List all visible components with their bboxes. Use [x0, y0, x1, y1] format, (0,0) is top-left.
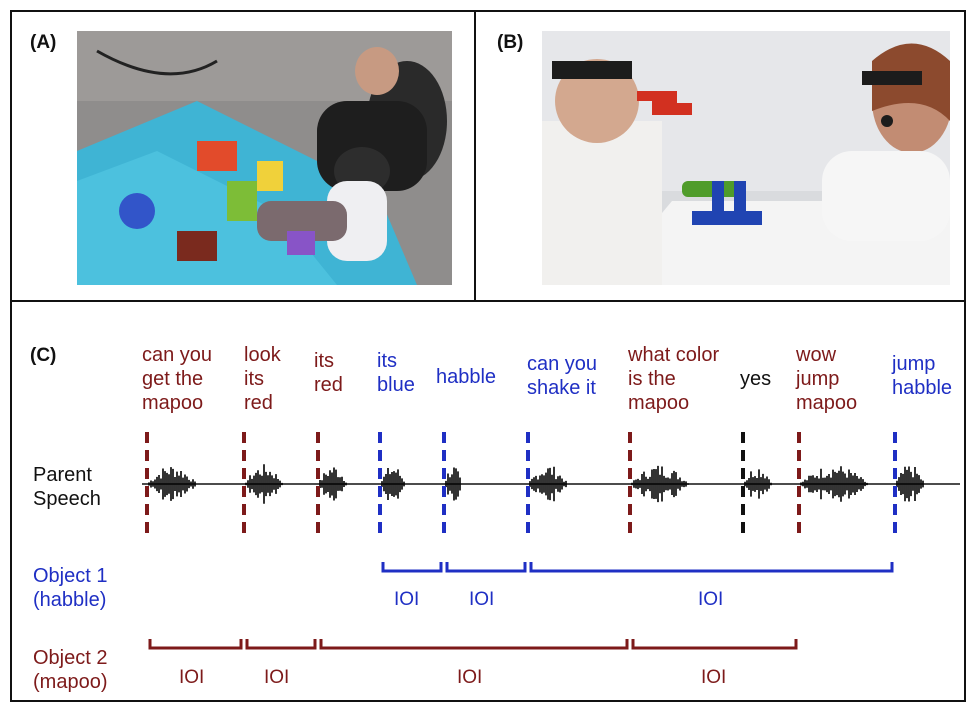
panel-divider-vertical [474, 10, 476, 302]
panel-divider-horizontal [10, 300, 966, 302]
panel-a-label: (A) [30, 32, 57, 53]
utterance-label: habble [436, 366, 497, 388]
utterance-label: can you get the mapoo [142, 344, 213, 414]
object1-ioi-label: IOI [394, 589, 420, 610]
object2-ioi-label: IOI [457, 667, 483, 688]
utterance-label: wow jump mapoo [796, 344, 858, 414]
object1-ioi-label: IOI [469, 589, 495, 610]
speech-waveform [319, 467, 347, 501]
object2-ioi-label: IOI [701, 667, 727, 688]
utterance-label: its blue [377, 350, 415, 396]
object1-ioi-label: IOI [698, 589, 724, 610]
utterance-label: can you shake it [527, 353, 598, 399]
object2-ioi-bracket [148, 639, 243, 650]
object2-ioi-bracket [631, 639, 798, 650]
utterance-label: what color is the mapoo [628, 344, 720, 414]
panel-a-photo [77, 31, 452, 285]
object1-ioi-bracket [529, 562, 894, 573]
object2-label: Object 2 (mapoo) [33, 647, 108, 693]
object1-ioi-bracket [381, 562, 443, 573]
object1-ioi-bracket [445, 562, 527, 573]
speech-waveform [245, 464, 283, 504]
utterance-label: yes [740, 368, 772, 390]
speech-waveform [381, 468, 405, 500]
speech-waveform [744, 469, 772, 499]
speech-waveform [896, 466, 924, 502]
speech-waveform [631, 465, 689, 503]
object2-ioi-label: IOI [179, 667, 205, 688]
speech-waveform [148, 467, 196, 501]
figure-frame [10, 10, 966, 702]
panel-c-label: (C) [30, 345, 57, 366]
speech-waveform [445, 467, 461, 501]
object2-ioi-bracket [245, 639, 317, 650]
parent-speech-label: Parent Speech [33, 464, 101, 510]
speech-waveform [529, 466, 567, 502]
speech-waveform [800, 466, 868, 502]
panel-b-label: (B) [497, 32, 524, 53]
utterance-label: jump habble [892, 353, 953, 399]
utterance-label: its red [314, 350, 343, 396]
object2-ioi-label: IOI [264, 667, 290, 688]
object1-label: Object 1 (habble) [33, 565, 108, 611]
panel-b-photo [542, 31, 950, 285]
utterance-label: look its red [244, 344, 281, 414]
object2-ioi-bracket [319, 639, 629, 650]
